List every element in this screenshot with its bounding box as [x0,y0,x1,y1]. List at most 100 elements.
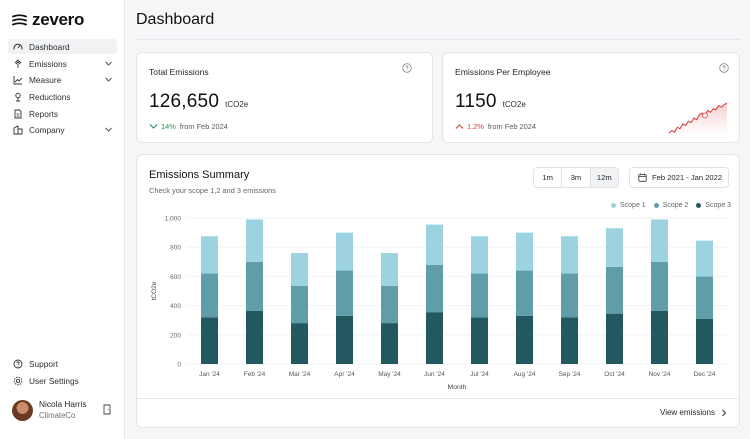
logout-icon[interactable] [102,404,113,415]
bar-scope3-sep24 [561,317,578,364]
sidebar-item-label: Reports [29,108,59,119]
bar-scope1-nov24 [651,219,668,262]
gauge-icon [12,41,23,52]
summary-subtitle: Check your scope 1,2 and 3 emissions [149,186,276,195]
range-option-3m[interactable]: 3m [562,168,591,187]
legend-item-scope3: Scope 3 [696,202,731,209]
bar-scope3-nov24 [651,310,668,364]
x-tick-label: Feb '24 [244,371,266,378]
bar-scope1-dec24 [696,240,713,277]
y-tick-label: 0 [177,362,181,369]
trend-down-icon [149,124,158,129]
building-icon [12,124,23,135]
x-tick-label: Sep '24 [559,371,581,378]
x-tick-label: Jan '24 [199,371,220,378]
sidebar-item-reductions[interactable]: Reductions [8,89,117,104]
sidebar: zevero Dashboard Emissions Measure Reduc… [0,0,125,439]
trend-up-icon [455,124,464,129]
avatar [12,399,33,421]
gear-icon [12,375,23,386]
bar-scope3-dec24 [696,318,713,364]
stat-change-pct: 1.2% [467,122,484,131]
bar-scope2-feb24 [246,261,263,311]
bar-scope2-jun24 [426,264,443,313]
sidebar-item-company[interactable]: Company [8,122,117,137]
sidebar-item-label: Measure [29,74,62,85]
bar-scope1-oct24 [606,228,623,267]
sidebar-item-support[interactable]: Support [8,356,117,371]
sidebar-item-dashboard[interactable]: Dashboard [8,39,117,54]
x-tick-label: Mar '24 [289,371,311,378]
bar-scope2-sep24 [561,273,578,318]
bar-scope3-aug24 [516,315,533,364]
calendar-icon [638,173,647,182]
reduce-icon [12,91,23,102]
legend-label: Scope 3 [705,202,732,209]
x-tick-label: Oct '24 [604,371,625,378]
stat-card-total-emissions: Total Emissions 126,650 tCO2e 14% from F… [136,52,433,143]
x-tick-label: Jun '24 [424,371,445,378]
chevron-down-icon[interactable] [104,59,113,68]
y-tick-label: 400 [170,303,181,310]
sparkline-area [669,103,727,135]
bar-scope2-oct24 [606,266,623,314]
x-tick-label: Nov '24 [649,371,671,378]
date-range-picker[interactable]: Feb 2021 - Jan 2022 [629,167,729,188]
legend-label: Scope 2 [662,202,689,209]
bar-scope2-apr24 [336,270,353,316]
legend-swatch [611,203,616,208]
bar-scope1-sep24 [561,236,578,274]
bar-scope3-may24 [381,323,398,364]
user-org: ClimateCo [39,411,76,420]
bar-scope3-feb24 [246,310,263,364]
view-emissions-label: View emissions [660,408,715,417]
help-icon[interactable] [402,63,412,73]
bar-scope3-apr24 [336,315,353,364]
bar-scope3-jun24 [426,312,443,364]
x-tick-label: Jul '24 [470,371,489,378]
legend-item-scope2: Scope 2 [653,202,689,209]
page-title: Dashboard [136,11,215,28]
range-option-1m[interactable]: 1m [534,168,563,187]
range-option-12m[interactable]: 12m [590,168,618,187]
bar-scope1-may24 [381,253,398,286]
view-emissions-link[interactable]: View emissions [660,408,727,417]
divider [136,39,740,40]
sidebar-item-measure[interactable]: Measure [8,72,117,87]
bar-scope1-aug24 [516,232,533,271]
sidebar-item-label: Reductions [29,91,71,102]
chart-legend: Scope 1 Scope 2 Scope 3 [611,202,731,209]
y-tick-label: 200 [170,332,181,339]
x-tick-label: Apr '24 [334,371,355,378]
chevron-down-icon[interactable] [104,125,113,134]
bar-scope2-may24 [381,285,398,324]
y-tick-label: 1,000 [165,216,182,223]
legend-swatch [653,203,659,208]
bar-scope2-jul24 [471,273,488,318]
sidebar-item-label: User Settings [29,375,79,386]
stat-change: 14% from Feb 2024 [149,122,228,131]
bar-scope1-apr24 [336,232,353,271]
bar-scope1-jun24 [426,224,443,265]
bar-scope2-jan24 [201,273,218,318]
help-icon [12,358,23,369]
bar-scope1-jan24 [201,236,218,274]
x-tick-label: Aug '24 [514,371,536,378]
emissions-bar-chart: 0 200 400 600 800 1,000 tCO2e Jan '24 Feb '24 Mar… [151,216,727,391]
brand-logo[interactable]: zevero [12,10,84,30]
user-profile[interactable]: Nicola Harris ClimateCo [12,399,115,421]
range-selector: 1m 3m 12m [533,167,619,188]
sidebar-item-emissions[interactable]: Emissions [8,56,117,71]
bar-scope3-jul24 [471,317,488,364]
sidebar-item-label: Dashboard [29,41,70,52]
legend-swatch [696,203,702,208]
document-icon [12,108,23,119]
legend-item-scope1: Scope 1 [611,202,646,209]
summary-title: Emissions Summary [149,169,250,181]
divider [137,398,739,399]
chevron-down-icon[interactable] [104,75,113,84]
help-icon[interactable] [719,63,729,73]
sidebar-item-reports[interactable]: Reports [8,106,117,121]
y-axis-label: tCO2e [151,281,158,300]
sidebar-item-user-settings[interactable]: User Settings [8,373,117,388]
